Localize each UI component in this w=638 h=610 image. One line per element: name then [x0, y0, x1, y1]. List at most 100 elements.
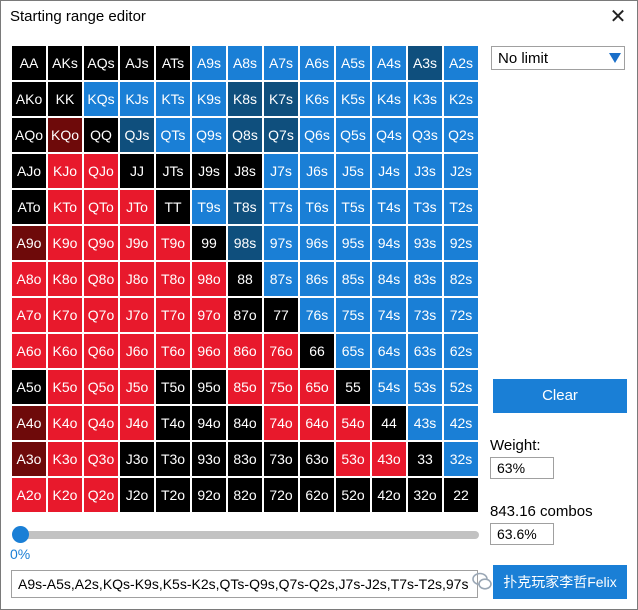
- hand-cell[interactable]: AKs: [48, 46, 82, 80]
- hand-cell[interactable]: K9o: [48, 226, 82, 260]
- hand-cell[interactable]: T8s: [228, 190, 262, 224]
- hand-cell[interactable]: JTs: [156, 154, 190, 188]
- hand-cell[interactable]: A5s: [336, 46, 370, 80]
- hand-cell[interactable]: K3s: [408, 82, 442, 116]
- hand-cell[interactable]: 62o: [300, 478, 334, 512]
- hand-cell[interactable]: Q6o: [84, 334, 118, 368]
- hand-cell[interactable]: 65s: [336, 334, 370, 368]
- hand-cell[interactable]: J5s: [336, 154, 370, 188]
- hand-cell[interactable]: T7o: [156, 298, 190, 332]
- hand-cell[interactable]: KQs: [84, 82, 118, 116]
- hand-cell[interactable]: A8o: [12, 262, 46, 296]
- hand-cell[interactable]: K3o: [48, 442, 82, 476]
- hand-cell[interactable]: 82s: [444, 262, 478, 296]
- hand-cell[interactable]: J7s: [264, 154, 298, 188]
- hand-cell[interactable]: Q3s: [408, 118, 442, 152]
- hand-cell[interactable]: K4o: [48, 406, 82, 440]
- hand-cell[interactable]: A6s: [300, 46, 334, 80]
- hand-cell[interactable]: 73o: [264, 442, 298, 476]
- hand-cell[interactable]: 32o: [408, 478, 442, 512]
- hand-cell[interactable]: T5s: [336, 190, 370, 224]
- hand-cell[interactable]: 84o: [228, 406, 262, 440]
- hand-cell[interactable]: 66: [300, 334, 334, 368]
- hand-cell[interactable]: J6o: [120, 334, 154, 368]
- hand-cell[interactable]: 63s: [408, 334, 442, 368]
- hand-cell[interactable]: J2o: [120, 478, 154, 512]
- hand-cell[interactable]: J3s: [408, 154, 442, 188]
- hand-cell[interactable]: J7o: [120, 298, 154, 332]
- hand-cell[interactable]: A4s: [372, 46, 406, 80]
- hand-cell[interactable]: 86s: [300, 262, 334, 296]
- hand-cell[interactable]: QTs: [156, 118, 190, 152]
- hand-cell[interactable]: 83o: [228, 442, 262, 476]
- hand-cell[interactable]: A5o: [12, 370, 46, 404]
- game-type-select[interactable]: No limit: [491, 46, 625, 70]
- hand-cell[interactable]: KK: [48, 82, 82, 116]
- hand-cell[interactable]: KTo: [48, 190, 82, 224]
- hand-cell[interactable]: 77: [264, 298, 298, 332]
- hand-cell[interactable]: A6o: [12, 334, 46, 368]
- hand-cell[interactable]: 64o: [300, 406, 334, 440]
- hand-cell[interactable]: 99: [192, 226, 226, 260]
- hand-cell[interactable]: J5o: [120, 370, 154, 404]
- hand-cell[interactable]: J8s: [228, 154, 262, 188]
- hand-cell[interactable]: T8o: [156, 262, 190, 296]
- hand-cell[interactable]: T7s: [264, 190, 298, 224]
- hand-cell[interactable]: KJo: [48, 154, 82, 188]
- hand-cell[interactable]: Q7o: [84, 298, 118, 332]
- range-slider-handle[interactable]: [12, 526, 29, 543]
- hand-cell[interactable]: T4s: [372, 190, 406, 224]
- hand-cell[interactable]: 76o: [264, 334, 298, 368]
- hand-cell[interactable]: Q8o: [84, 262, 118, 296]
- hand-cell[interactable]: T6s: [300, 190, 334, 224]
- hand-cell[interactable]: K8o: [48, 262, 82, 296]
- hand-cell[interactable]: 97s: [264, 226, 298, 260]
- hand-cell[interactable]: Q3o: [84, 442, 118, 476]
- hand-cell[interactable]: T6o: [156, 334, 190, 368]
- hand-cell[interactable]: 88: [228, 262, 262, 296]
- hand-cell[interactable]: AJs: [120, 46, 154, 80]
- hand-cell[interactable]: 55: [336, 370, 370, 404]
- hand-cell[interactable]: KQo: [48, 118, 82, 152]
- hand-cell[interactable]: 43o: [372, 442, 406, 476]
- felix-button[interactable]: 扑克玩家李哲Felix: [493, 565, 627, 599]
- hand-cell[interactable]: KJs: [120, 82, 154, 116]
- hand-cell[interactable]: K6o: [48, 334, 82, 368]
- hand-cell[interactable]: Q2o: [84, 478, 118, 512]
- hand-cell[interactable]: 98o: [192, 262, 226, 296]
- hand-cell[interactable]: AQo: [12, 118, 46, 152]
- hand-cell[interactable]: 42s: [444, 406, 478, 440]
- hand-cell[interactable]: T3s: [408, 190, 442, 224]
- hand-cell[interactable]: J9o: [120, 226, 154, 260]
- hand-cell[interactable]: 33: [408, 442, 442, 476]
- hand-cell[interactable]: 93o: [192, 442, 226, 476]
- hand-cell[interactable]: 85o: [228, 370, 262, 404]
- hand-cell[interactable]: T4o: [156, 406, 190, 440]
- hand-cell[interactable]: ATs: [156, 46, 190, 80]
- hand-cell[interactable]: 94o: [192, 406, 226, 440]
- hand-cell[interactable]: 62s: [444, 334, 478, 368]
- hand-cell[interactable]: 82o: [228, 478, 262, 512]
- hand-cell[interactable]: 87o: [228, 298, 262, 332]
- hand-cell[interactable]: J6s: [300, 154, 334, 188]
- hand-cell[interactable]: Q4s: [372, 118, 406, 152]
- hand-cell[interactable]: AQs: [84, 46, 118, 80]
- hand-cell[interactable]: 54s: [372, 370, 406, 404]
- hand-cell[interactable]: 86o: [228, 334, 262, 368]
- hand-cell[interactable]: J9s: [192, 154, 226, 188]
- hand-cell[interactable]: K5s: [336, 82, 370, 116]
- hand-cell[interactable]: K2s: [444, 82, 478, 116]
- hand-cell[interactable]: 83s: [408, 262, 442, 296]
- hand-cell[interactable]: 72o: [264, 478, 298, 512]
- hand-cell[interactable]: QQ: [84, 118, 118, 152]
- hand-cell[interactable]: 76s: [300, 298, 334, 332]
- hand-cell[interactable]: 65o: [300, 370, 334, 404]
- hand-cell[interactable]: J3o: [120, 442, 154, 476]
- hand-cell[interactable]: 87s: [264, 262, 298, 296]
- hand-cell[interactable]: 53s: [408, 370, 442, 404]
- hand-cell[interactable]: QTo: [84, 190, 118, 224]
- hand-cell[interactable]: K5o: [48, 370, 82, 404]
- hand-cell[interactable]: 94s: [372, 226, 406, 260]
- hand-cell[interactable]: ATo: [12, 190, 46, 224]
- hand-cell[interactable]: K7s: [264, 82, 298, 116]
